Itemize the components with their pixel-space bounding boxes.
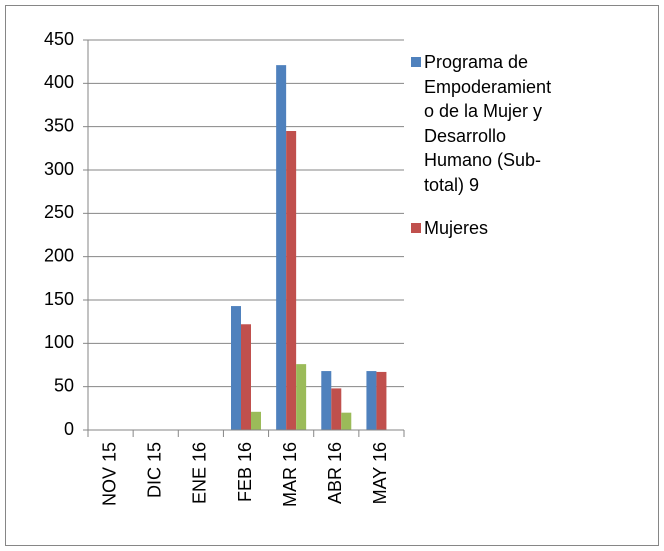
legend-swatch bbox=[411, 57, 421, 67]
x-tick-label: ABR 16 bbox=[325, 442, 345, 504]
x-tick-label: MAR 16 bbox=[280, 442, 300, 507]
bar bbox=[241, 324, 251, 430]
y-tick-label: 150 bbox=[44, 289, 74, 309]
bar bbox=[251, 411, 261, 430]
y-tick-label: 200 bbox=[44, 245, 74, 265]
y-tick-label: 250 bbox=[44, 202, 74, 222]
bar bbox=[276, 65, 287, 430]
y-tick-label: 350 bbox=[44, 115, 74, 135]
y-tick-label: 300 bbox=[44, 159, 74, 179]
x-tick-label: DIC 15 bbox=[144, 442, 164, 498]
y-tick-label: 100 bbox=[44, 332, 74, 352]
bar bbox=[366, 371, 377, 430]
bar bbox=[296, 364, 307, 430]
bar bbox=[321, 371, 332, 430]
y-tick-label: 400 bbox=[44, 72, 74, 92]
y-tick-label: 450 bbox=[44, 29, 74, 49]
y-tick-label: 0 bbox=[64, 419, 74, 439]
bar bbox=[376, 371, 387, 430]
bar bbox=[231, 306, 241, 430]
bar bbox=[331, 388, 342, 430]
x-tick-label: FEB 16 bbox=[235, 442, 255, 502]
chart-border bbox=[5, 5, 659, 546]
legend-label: Programa de Empoderamiento de la Mujer y… bbox=[424, 52, 552, 195]
y-tick-label: 50 bbox=[54, 375, 74, 395]
legend-label: Mujeres bbox=[424, 218, 489, 238]
x-tick-label: MAY 16 bbox=[370, 442, 390, 504]
legend-swatch bbox=[411, 223, 421, 233]
bar bbox=[341, 412, 352, 430]
bar bbox=[286, 131, 297, 430]
x-tick-label: ENE 16 bbox=[190, 442, 210, 504]
x-tick-label: NOV 15 bbox=[99, 442, 119, 506]
